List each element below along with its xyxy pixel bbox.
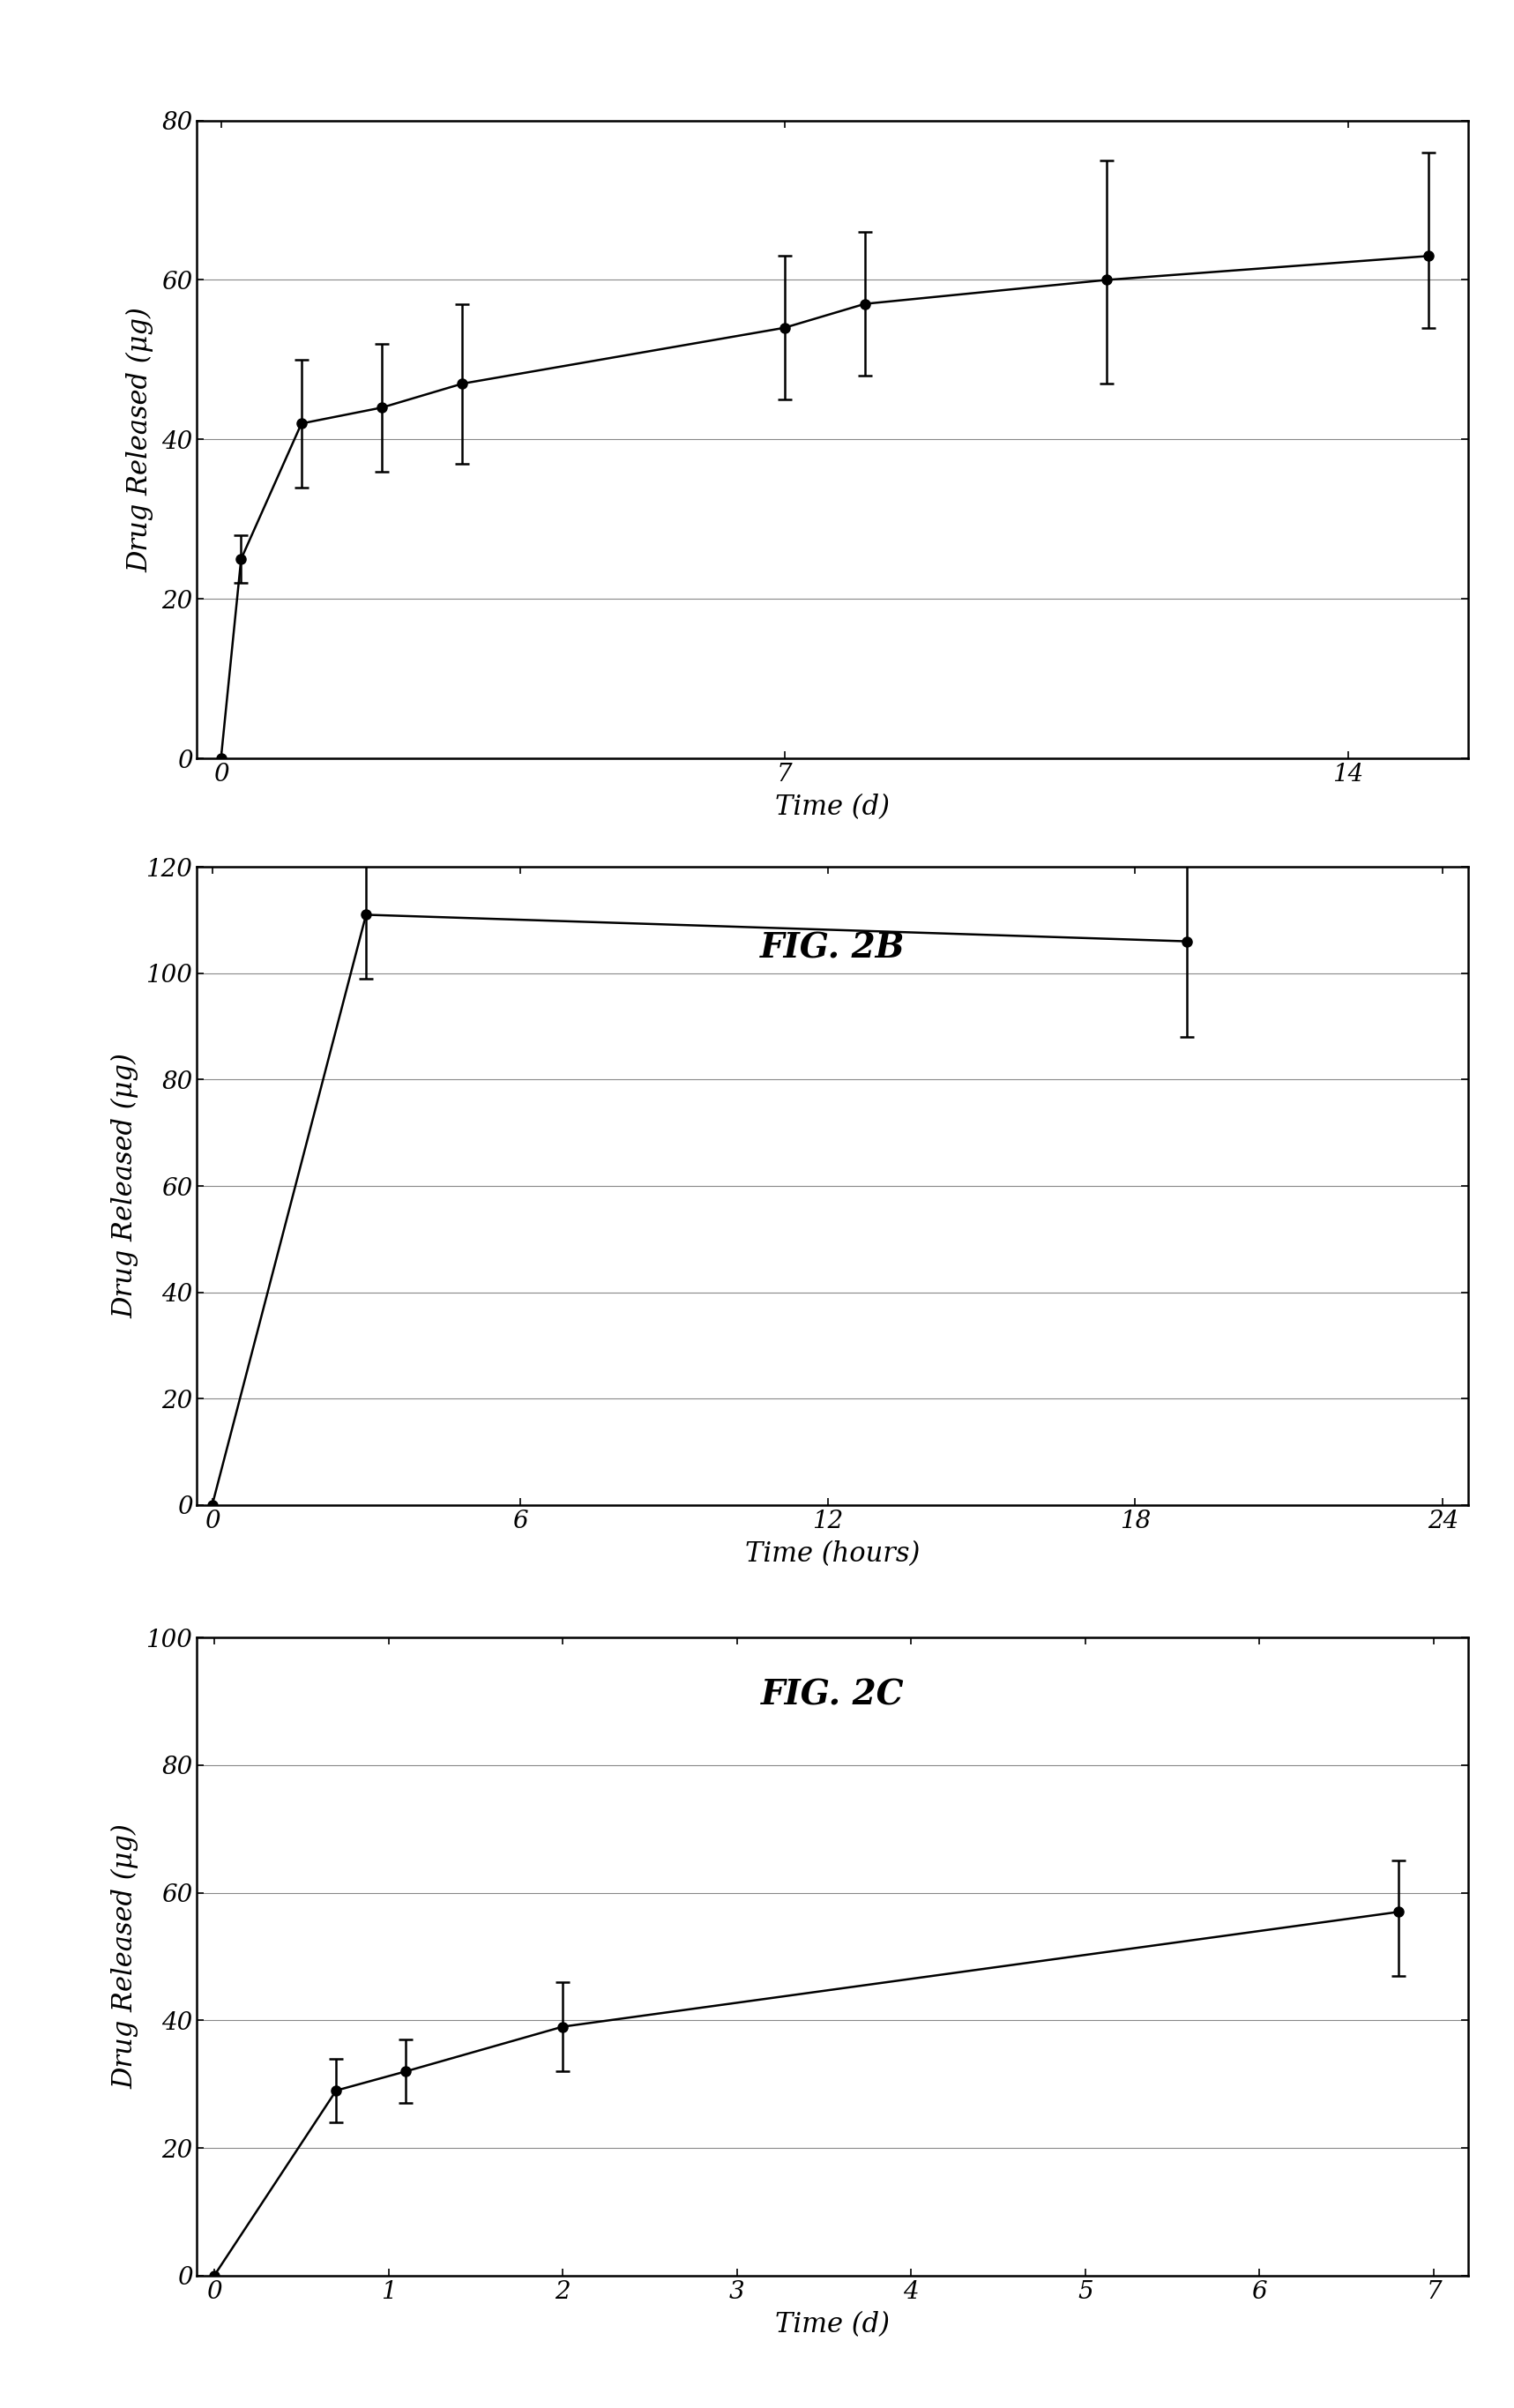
Text: FIG. 2C: FIG. 2C xyxy=(762,1678,904,1712)
X-axis label: Time (d): Time (d) xyxy=(775,2312,890,2338)
X-axis label: Time (d): Time (d) xyxy=(775,795,890,821)
Y-axis label: Drug Released (μg): Drug Released (μg) xyxy=(111,1823,139,2090)
Y-axis label: Drug Released (μg): Drug Released (μg) xyxy=(127,306,154,573)
Text: FIG. 2B: FIG. 2B xyxy=(760,932,905,966)
X-axis label: Time (hours): Time (hours) xyxy=(745,1541,921,1568)
Y-axis label: Drug Released (μg): Drug Released (μg) xyxy=(111,1052,139,1320)
